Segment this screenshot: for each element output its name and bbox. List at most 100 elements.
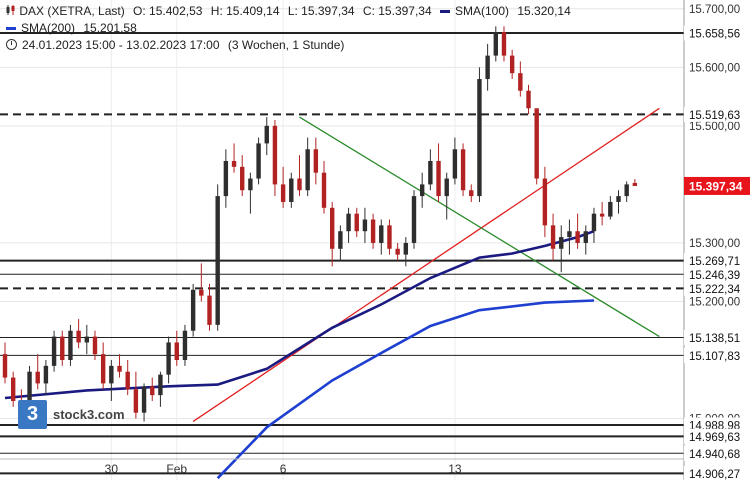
candle-body: [330, 207, 335, 249]
candle: [411, 190, 417, 249]
candle-body: [387, 225, 392, 249]
candle-body: [109, 365, 114, 384]
candle: [84, 324, 89, 355]
level-label-bg: [684, 25, 750, 41]
candle-body: [616, 196, 621, 202]
price-axis-bg: [684, 0, 750, 480]
y-tick-label: 15.300,00: [689, 238, 740, 250]
candle-body: [133, 389, 139, 413]
open-value: O: 15.402,53: [133, 4, 203, 18]
candle: [321, 160, 327, 214]
level-label: 14.906,27: [689, 469, 740, 480]
candle-body: [207, 295, 212, 325]
candle: [182, 324, 188, 366]
candle: [141, 383, 147, 422]
last-price-label: 15.397,34: [689, 179, 743, 193]
candle-body: [174, 342, 179, 360]
candle-body: [534, 108, 539, 179]
candle: [223, 149, 229, 208]
candle-body: [305, 149, 310, 191]
candle-body: [10, 377, 16, 401]
price-axis: 15.700,00 15.600,00 15.500,00 15.300,00 15.2…: [683, 0, 750, 480]
candle: [436, 143, 441, 202]
level-label-bg: [684, 266, 750, 282]
candle-body: [272, 125, 278, 185]
level-label-bg: [684, 106, 750, 122]
candle: [387, 219, 392, 255]
candle: [509, 49, 515, 80]
candle: [419, 172, 425, 208]
candle-body: [411, 196, 417, 243]
candle-body: [485, 55, 490, 80]
candle-body: [436, 160, 441, 197]
candle-body: [444, 178, 449, 197]
sma200-line: [216, 299, 595, 480]
candle: [518, 61, 523, 97]
candle-body: [297, 178, 302, 191]
candle: [264, 117, 269, 156]
candle-body: [608, 201, 613, 217]
level-label-bg: [684, 445, 750, 461]
y-tick-label: 15.700,00: [689, 4, 740, 16]
candle: [215, 184, 220, 331]
candle-body: [35, 371, 40, 384]
candle: [354, 207, 359, 238]
candle-body: [231, 160, 237, 167]
candle: [395, 242, 400, 261]
x-tick-label: Feb: [166, 462, 187, 476]
candle: [2, 342, 8, 384]
candle-body: [591, 213, 597, 232]
candle: [362, 207, 368, 243]
red-trendline: [192, 107, 660, 423]
y-tick-label: 15.600,00: [689, 62, 740, 74]
candle-body: [84, 336, 89, 343]
level-label-bg: [684, 428, 750, 444]
candle: [68, 324, 73, 366]
candle: [297, 155, 302, 197]
candle-body: [354, 213, 359, 232]
candle-body: [223, 160, 229, 197]
time-axis: 30 Feb 6 13: [0, 458, 684, 476]
candle: [280, 166, 286, 208]
sma200-value: 15.201,58: [83, 21, 137, 35]
candle-body: [542, 178, 548, 226]
candle: [313, 137, 319, 185]
candle-body: [2, 354, 8, 378]
level-label: 15.138,51: [689, 333, 740, 345]
candle: [542, 166, 548, 238]
candle-body: [240, 166, 245, 191]
candle: [526, 84, 531, 115]
candle-body: [76, 330, 81, 343]
candle-body: [526, 90, 531, 109]
candle-body: [362, 219, 368, 232]
candle-body: [403, 242, 409, 255]
candle: [477, 67, 482, 202]
green-trendline: [299, 116, 660, 338]
candle: [559, 225, 564, 273]
candle: [166, 336, 171, 384]
candle: [370, 213, 376, 249]
candle-body: [289, 178, 294, 202]
candle: [616, 190, 621, 214]
candle: [501, 26, 507, 62]
candle-body: [379, 225, 384, 243]
watermark-text: stock3.com: [53, 407, 125, 422]
candle-body: [141, 386, 147, 413]
candle: [403, 237, 409, 267]
low-value: L: 15.397,34: [287, 4, 355, 18]
candle: [428, 149, 433, 191]
candle-body: [493, 32, 498, 56]
interval-label: (3 Wochen, 1 Stunde): [227, 38, 345, 52]
candle: [10, 371, 16, 407]
candle-body: [100, 354, 106, 384]
candle: [534, 108, 539, 185]
candle-body: [509, 55, 515, 74]
y-tick-label: 15.200,00: [689, 296, 740, 308]
candle-body: [632, 182, 638, 186]
candlesticks: [2, 26, 638, 425]
candle-body: [469, 190, 474, 197]
candle-body: [280, 184, 286, 202]
candle: [346, 207, 351, 243]
candle-body: [215, 196, 220, 325]
last-price-tag: [684, 176, 750, 195]
